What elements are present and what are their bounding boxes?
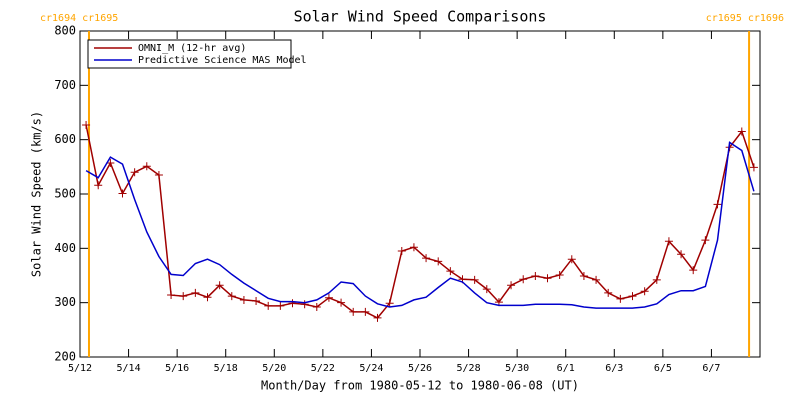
x-tick-label: 6/7 [702, 363, 720, 374]
y-tick-label: 800 [54, 24, 76, 38]
point-marker [409, 243, 418, 252]
x-tick-label: 5/24 [359, 363, 383, 374]
point-marker [422, 254, 431, 263]
point-marker [130, 168, 139, 177]
point-marker [543, 274, 552, 283]
point-marker [664, 237, 673, 246]
legend-label: Predictive Science MAS Model [138, 55, 307, 66]
point-marker [749, 163, 758, 172]
x-axis-label: Month/Day from 1980-05-12 to 1980-06-08 … [261, 379, 579, 393]
chart-title: Solar Wind Speed Comparisons [294, 8, 547, 26]
point-marker [82, 120, 91, 129]
point-marker [616, 294, 625, 303]
point-marker [349, 307, 358, 316]
y-axis-label: Solar Wind Speed (km/s) [30, 111, 44, 277]
point-marker [555, 270, 564, 279]
y-tick-label: 400 [54, 241, 76, 255]
point-marker [215, 281, 224, 290]
x-tick-label: 5/20 [262, 363, 286, 374]
x-tick-label: 5/18 [214, 363, 238, 374]
point-marker [142, 162, 151, 171]
point-marker [689, 266, 698, 275]
legend-label: OMNI_M (12-hr avg) [138, 43, 246, 54]
point-marker [701, 236, 710, 245]
point-marker [167, 291, 176, 300]
x-tick-label: 5/26 [408, 363, 432, 374]
point-marker [191, 288, 200, 297]
y-tick-label: 600 [54, 132, 76, 146]
x-tick-label: 5/16 [165, 363, 189, 374]
series-line [85, 141, 755, 309]
x-tick-label: 6/5 [654, 363, 672, 374]
y-tick-label: 500 [54, 187, 76, 201]
point-marker [677, 250, 686, 259]
point-marker [239, 295, 248, 304]
point-marker [737, 127, 746, 136]
point-marker [507, 281, 516, 290]
point-marker [592, 275, 601, 284]
point-marker [203, 293, 212, 302]
point-marker [361, 307, 370, 316]
x-tick-label: 6/1 [557, 363, 575, 374]
point-marker [531, 272, 540, 281]
x-tick-label: 5/30 [505, 363, 529, 374]
point-marker [652, 275, 661, 284]
point-marker [300, 300, 309, 309]
y-tick-label: 300 [54, 295, 76, 309]
legend-box [87, 39, 292, 69]
point-marker [118, 189, 127, 198]
point-marker [264, 301, 273, 310]
point-marker [373, 313, 382, 322]
point-marker [288, 299, 297, 308]
point-marker [276, 301, 285, 310]
series-line [85, 124, 755, 319]
point-marker [567, 255, 576, 264]
point-marker [179, 292, 188, 301]
point-marker [628, 292, 637, 301]
point-marker [482, 285, 491, 294]
point-marker [434, 257, 443, 266]
point-marker [470, 275, 479, 284]
y-tick-label: 200 [54, 350, 76, 364]
plot-frame [79, 30, 761, 358]
x-tick-label: 5/28 [457, 363, 481, 374]
point-marker [385, 299, 394, 308]
y-tick-label: 700 [54, 78, 76, 92]
x-tick-label: 5/12 [68, 363, 92, 374]
point-marker [640, 287, 649, 296]
x-tick-label: 5/22 [311, 363, 335, 374]
point-marker [312, 303, 321, 312]
annotation: cr1695 cr1696 [706, 13, 784, 24]
x-tick-label: 6/3 [605, 363, 623, 374]
point-marker [227, 292, 236, 301]
point-marker [337, 298, 346, 307]
x-tick-label: 5/14 [117, 363, 141, 374]
point-marker [154, 170, 163, 179]
point-marker [604, 288, 613, 297]
point-marker [446, 267, 455, 276]
point-marker [324, 293, 333, 302]
annotation: cr1694 cr1695 [40, 13, 118, 24]
point-marker [252, 297, 261, 306]
point-marker [94, 181, 103, 190]
point-marker [713, 200, 722, 209]
point-marker [579, 272, 588, 281]
point-marker [519, 275, 528, 284]
point-marker [397, 247, 406, 256]
